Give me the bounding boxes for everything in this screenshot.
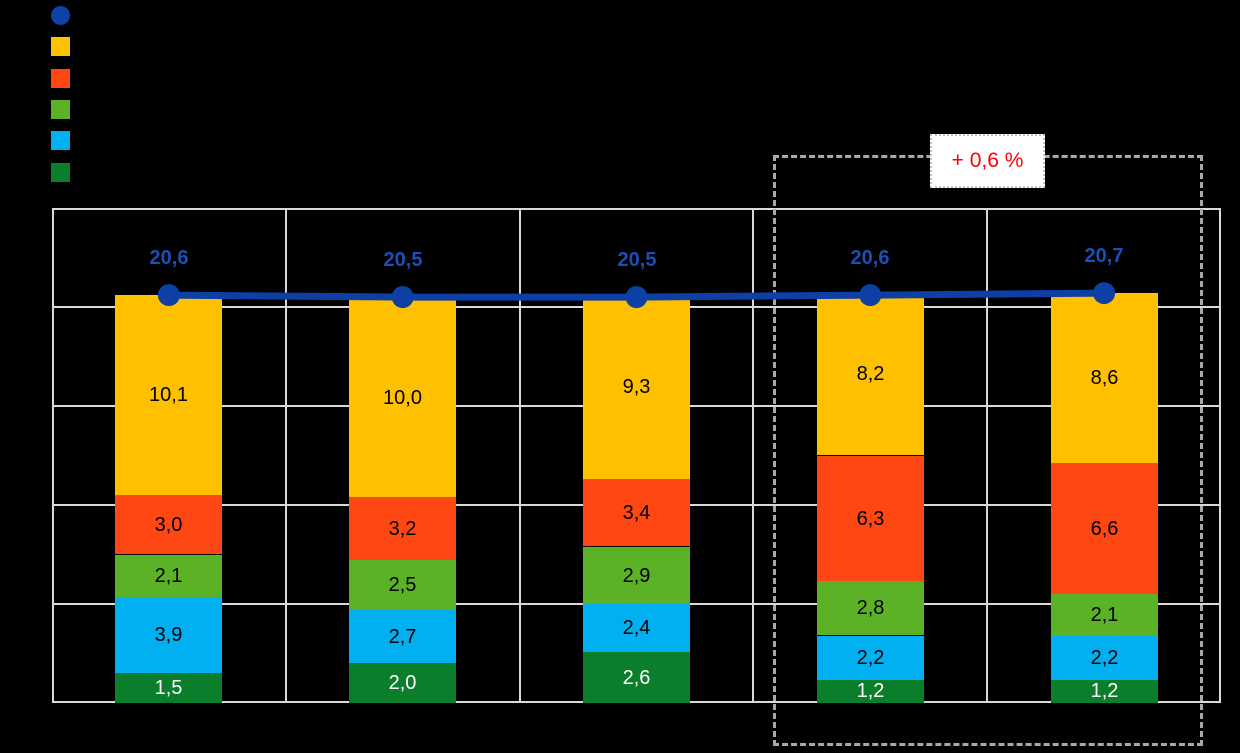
bar-segment-label: 10,0 xyxy=(383,387,422,409)
bar-segment-label: 2,2 xyxy=(1090,647,1119,669)
bar-segment-orange: 6,6 xyxy=(1051,463,1158,594)
bar-segment-label: 2,8 xyxy=(856,596,885,619)
bar-segment-label: 2,6 xyxy=(622,666,651,689)
bar-segment-darkgreen: 1,2 xyxy=(817,679,924,703)
bar-segment-label: 3,4 xyxy=(622,501,651,524)
line-value-label: 20,7 xyxy=(1084,245,1124,267)
bar-segment-label: 2,2 xyxy=(856,647,885,669)
bar-segment-label: 3,0 xyxy=(154,513,183,536)
bar-segment-darkgreen: 2,6 xyxy=(583,652,690,703)
bar-segment-yellow: 9,3 xyxy=(583,295,690,479)
legend-marker-series-darkgreen xyxy=(51,163,70,182)
bar-segment-green: 2,8 xyxy=(817,580,924,635)
bar-segment-orange: 3,2 xyxy=(349,497,456,560)
bar-segment-label: 3,2 xyxy=(388,517,417,540)
bar-segment-label: 2,7 xyxy=(388,625,417,648)
line-value-label: 20,5 xyxy=(383,249,423,271)
legend-marker-total-line xyxy=(51,6,70,25)
gridline-vertical xyxy=(519,208,521,703)
line-marker xyxy=(859,284,882,307)
bar-segment-darkgreen: 1,5 xyxy=(115,673,222,703)
bar-segment-orange: 3,4 xyxy=(583,479,690,546)
legend-marker-series-green xyxy=(51,100,70,119)
growth-annotation-text: + 0,6 % xyxy=(951,149,1024,172)
bar-segment-label: 2,4 xyxy=(622,617,651,639)
bar-segment-yellow: 8,6 xyxy=(1051,293,1158,463)
bar-segment-label: 2,9 xyxy=(622,564,651,587)
line-value-label: 20,6 xyxy=(149,247,189,269)
bar-segment-label: 6,3 xyxy=(856,507,885,530)
bar-segment-lightblue: 3,9 xyxy=(115,596,222,673)
line-marker xyxy=(1093,282,1116,305)
bar-segment-label: 10,1 xyxy=(149,384,188,406)
bar-segment-green: 2,9 xyxy=(583,547,690,604)
line-marker xyxy=(625,286,648,309)
legend-marker-series-yellow xyxy=(51,37,70,56)
bar-segment-lightblue: 2,7 xyxy=(349,610,456,663)
bar-segment-green: 2,1 xyxy=(115,555,222,597)
line-marker xyxy=(391,286,414,309)
bar-segment-label: 2,1 xyxy=(154,565,183,587)
bar-segment-yellow: 10,1 xyxy=(115,295,222,495)
bar-segment-label: 8,6 xyxy=(1090,367,1119,389)
bar-segment-label: 1,2 xyxy=(856,680,885,702)
bar-segment-label: 1,2 xyxy=(1090,680,1119,702)
bar-segment-lightblue: 2,2 xyxy=(817,636,924,680)
bar-segment-yellow: 10,0 xyxy=(349,299,456,497)
bar-segment-label: 2,5 xyxy=(388,574,417,596)
legend-marker-series-lightblue xyxy=(51,131,70,150)
bar-segment-lightblue: 2,2 xyxy=(1051,636,1158,680)
bar-segment-orange: 6,3 xyxy=(817,456,924,581)
gridline-vertical xyxy=(285,208,287,703)
gridline-vertical xyxy=(752,208,754,703)
line-value-label: 20,6 xyxy=(850,247,890,269)
bar-segment-yellow: 8,2 xyxy=(817,293,924,455)
bar-segment-label: 2,0 xyxy=(388,672,417,694)
bar-segment-green: 2,5 xyxy=(349,560,456,610)
line-value-label: 20,5 xyxy=(617,249,657,271)
bar-segment-green: 2,1 xyxy=(1051,594,1158,636)
line-marker xyxy=(157,284,180,307)
legend xyxy=(51,0,271,190)
gridline-vertical xyxy=(986,208,988,703)
bar-segment-label: 8,2 xyxy=(856,363,885,385)
bar-segment-label: 3,9 xyxy=(154,623,183,646)
bar-segment-label: 1,5 xyxy=(154,677,183,699)
bar-segment-darkgreen: 1,2 xyxy=(1051,679,1158,703)
legend-marker-series-orange xyxy=(51,69,70,88)
bar-segment-lightblue: 2,4 xyxy=(583,604,690,652)
bar-segment-orange: 3,0 xyxy=(115,495,222,554)
bar-segment-label: 2,1 xyxy=(1090,604,1119,626)
growth-annotation-box: + 0,6 % xyxy=(930,134,1045,188)
bar-segment-darkgreen: 2,0 xyxy=(349,663,456,703)
bar-segment-label: 6,6 xyxy=(1090,517,1119,540)
bar-segment-label: 9,3 xyxy=(622,376,651,398)
